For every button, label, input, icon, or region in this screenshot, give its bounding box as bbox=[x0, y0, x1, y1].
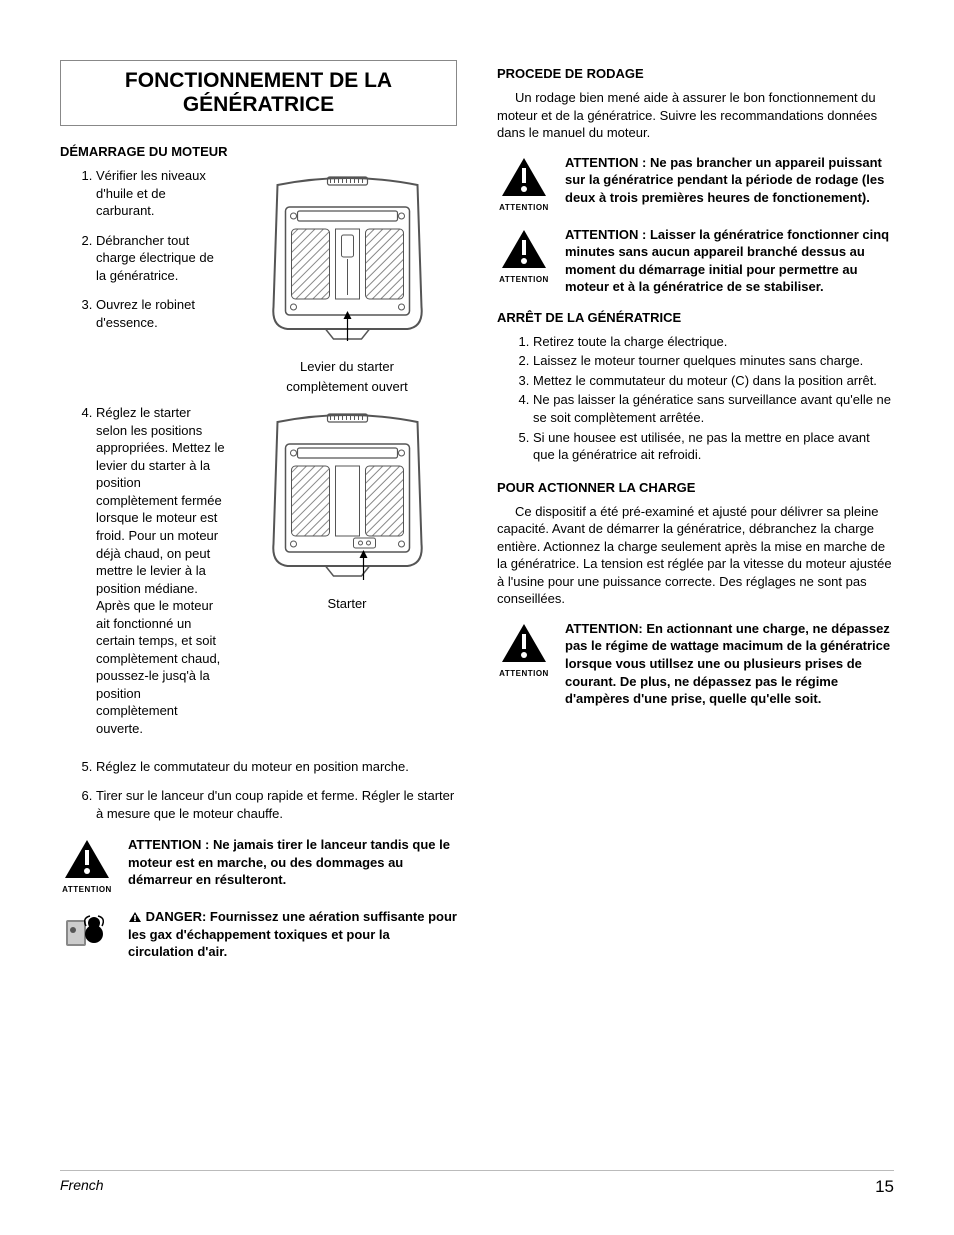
section-title-box: FONCTIONNEMENT DE LA GÉNÉRATRICE bbox=[60, 60, 457, 126]
attention-icon: ATTENTION bbox=[497, 620, 551, 678]
fig1-row: Vérifier les niveaux d'huile et de carbu… bbox=[60, 167, 457, 394]
section-title: FONCTIONNEMENT DE LA GÉNÉRATRICE bbox=[65, 69, 452, 117]
right-column: PROCEDE DE RODAGE Un rodage bien mené ai… bbox=[497, 60, 894, 975]
step: Retirez toute la charge électrique. bbox=[533, 333, 894, 351]
figure-2: Starter bbox=[237, 404, 457, 612]
warning-attention-r2: ATTENTION ATTENTION : Laisser la générat… bbox=[497, 226, 894, 296]
attention-icon: ATTENTION bbox=[497, 154, 551, 212]
warning-attention-r1: ATTENTION ATTENTION : Ne pas brancher un… bbox=[497, 154, 894, 212]
attention-label: ATTENTION bbox=[60, 885, 114, 894]
stop-steps: Retirez toute la charge électrique. Lais… bbox=[497, 333, 894, 464]
attention-icon: ATTENTION bbox=[497, 226, 551, 284]
fig1-caption-l2: complètement ouvert bbox=[237, 379, 457, 395]
step: Vérifier les niveaux d'huile et de carbu… bbox=[96, 167, 225, 220]
warning-text: ATTENTION : Ne jamais tirer le lanceur t… bbox=[128, 836, 457, 889]
footer-language: French bbox=[60, 1177, 104, 1197]
page-footer: French 15 bbox=[60, 1170, 894, 1197]
step: Tirer sur le lanceur d'un coup rapide et… bbox=[96, 787, 457, 822]
attention-icon: ATTENTION bbox=[60, 836, 114, 894]
warning-danger: DANGER: Fournissez une aération suffisan… bbox=[60, 908, 457, 961]
warning-text: ATTENTION: En actionnant une charge, ne … bbox=[565, 620, 894, 708]
left-column: FONCTIONNEMENT DE LA GÉNÉRATRICE DÉMARRA… bbox=[60, 60, 457, 975]
attention-label: ATTENTION bbox=[497, 275, 551, 284]
ventilation-icon bbox=[60, 908, 114, 957]
danger-prefix: DANGER: bbox=[146, 909, 210, 924]
warning-text: DANGER: Fournissez une aération suffisan… bbox=[128, 908, 457, 961]
attention-label: ATTENTION bbox=[497, 203, 551, 212]
fig2-row: Réglez le starter selon les positions ap… bbox=[60, 404, 457, 751]
para-rodage: Un rodage bien mené aide à assurer le bo… bbox=[497, 89, 894, 142]
step: Si une housee est utilisée, ne pas la me… bbox=[533, 429, 894, 464]
step: Ne pas laisser la génératice sans survei… bbox=[533, 391, 894, 426]
fig2-caption: Starter bbox=[237, 596, 457, 612]
attention-label: ATTENTION bbox=[497, 669, 551, 678]
figure-1: Levier du starter complètement ouvert bbox=[237, 167, 457, 394]
step: Réglez le commutateur du moteur en posit… bbox=[96, 758, 457, 776]
warning-text: ATTENTION : Ne pas brancher un appareil … bbox=[565, 154, 894, 207]
fig1-caption-l1: Levier du starter bbox=[237, 359, 457, 375]
step: Réglez le starter selon les positions ap… bbox=[96, 404, 225, 737]
subhead-rodage: PROCEDE DE RODAGE bbox=[497, 66, 894, 81]
subhead-demarrage: DÉMARRAGE DU MOTEUR bbox=[60, 144, 457, 159]
step: Laissez le moteur tourner quelques minut… bbox=[533, 352, 894, 370]
step: Débrancher tout charge électrique de la … bbox=[96, 232, 225, 285]
warning-attention-r3: ATTENTION ATTENTION: En actionnant une c… bbox=[497, 620, 894, 708]
step: Mettez le commutateur du moteur (C) dans… bbox=[533, 372, 894, 390]
warning-text: ATTENTION : Laisser la génératrice fonct… bbox=[565, 226, 894, 296]
danger-triangle-icon bbox=[128, 911, 142, 923]
step: Ouvrez le robinet d'essence. bbox=[96, 296, 225, 331]
warning-attention-1: ATTENTION ATTENTION : Ne jamais tirer le… bbox=[60, 836, 457, 894]
subhead-arret: ARRÊT DE LA GÉNÉRATRICE bbox=[497, 310, 894, 325]
subhead-charge: POUR ACTIONNER LA CHARGE bbox=[497, 480, 894, 495]
footer-page-number: 15 bbox=[875, 1177, 894, 1197]
para-charge: Ce dispositif a été pré-examiné et ajust… bbox=[497, 503, 894, 608]
